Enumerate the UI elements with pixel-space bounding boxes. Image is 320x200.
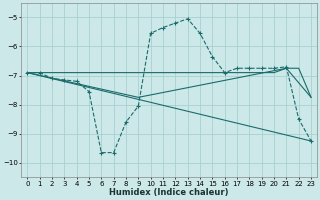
X-axis label: Humidex (Indice chaleur): Humidex (Indice chaleur) <box>109 188 229 197</box>
